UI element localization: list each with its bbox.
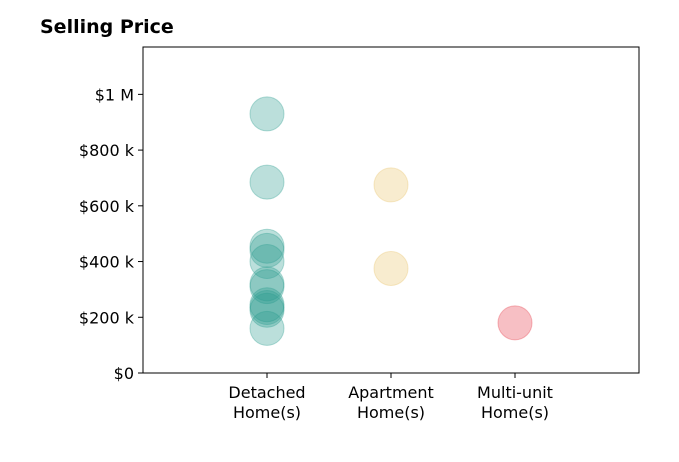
data-point bbox=[249, 228, 285, 264]
x-tick-label: Detached Home(s) bbox=[228, 383, 305, 422]
y-tick-label: $1 M bbox=[95, 85, 134, 104]
data-point bbox=[249, 287, 285, 323]
data-point bbox=[249, 244, 285, 280]
data-point bbox=[249, 310, 285, 346]
data-point bbox=[249, 164, 285, 200]
chart-title: Selling Price bbox=[40, 16, 174, 38]
y-tick-label: $200 k bbox=[79, 308, 135, 327]
x-axis: Detached Home(s) Apartment Home(s) Multi-uni… bbox=[228, 373, 553, 422]
data-point bbox=[373, 167, 409, 203]
y-axis: $0 $200 k $400 k $600 k $800 k $1 M bbox=[79, 85, 143, 383]
data-points bbox=[249, 96, 533, 346]
data-point bbox=[249, 292, 285, 328]
data-point bbox=[373, 251, 409, 287]
data-point bbox=[249, 290, 285, 326]
y-tick-label: $0 bbox=[114, 364, 134, 383]
plot-frame bbox=[142, 46, 640, 374]
y-tick-label: $400 k bbox=[79, 253, 135, 272]
data-point bbox=[249, 269, 285, 305]
y-tick-label: $800 k bbox=[79, 141, 135, 160]
x-tick-label: Multi-unit Home(s) bbox=[477, 383, 553, 422]
data-point bbox=[249, 96, 285, 132]
data-point bbox=[497, 305, 533, 341]
data-point bbox=[249, 232, 285, 268]
y-tick-label: $600 k bbox=[79, 197, 135, 216]
data-point bbox=[249, 266, 285, 302]
x-tick-label: Apartment Home(s) bbox=[348, 383, 434, 422]
